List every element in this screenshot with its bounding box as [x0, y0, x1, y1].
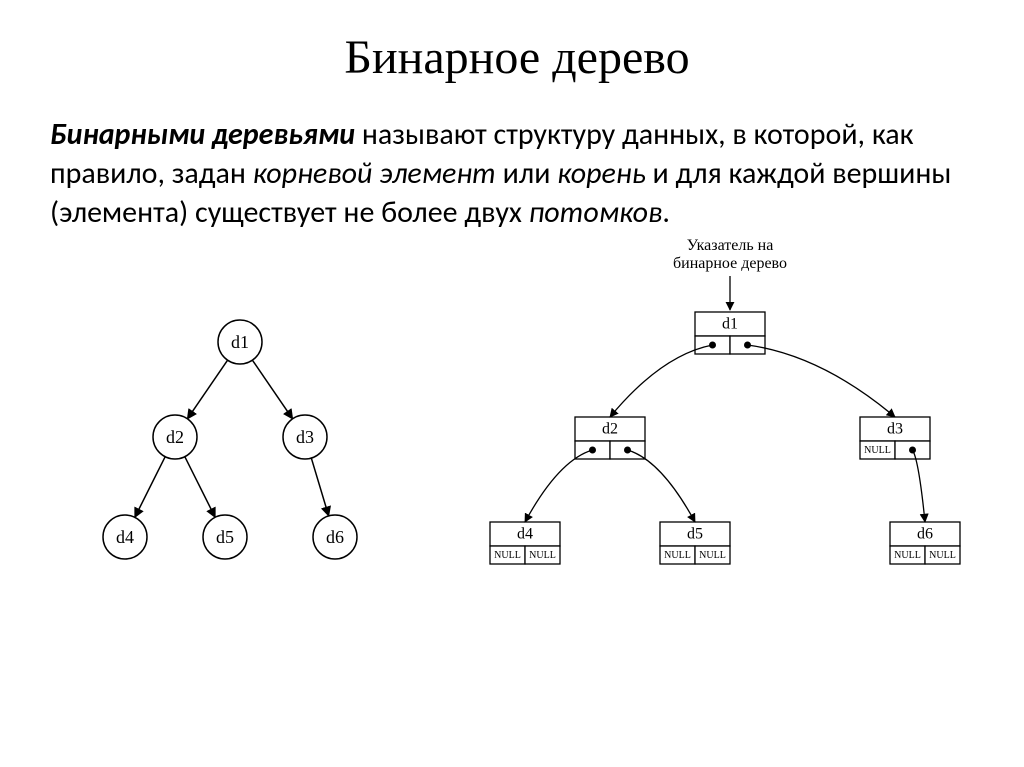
pointer-tree-diagram: Указатель набинарное дерево d1 d2 d3 NULL d4 N… — [430, 232, 1010, 592]
ptr-node-d5: d5 NULL NULL — [660, 522, 730, 564]
null-label: NULL — [529, 550, 556, 561]
root-pointer-caption: бинарное дерево — [673, 255, 787, 272]
term-descendants: потомков — [529, 194, 663, 231]
tree-edge — [185, 457, 215, 518]
tree-node-label: d2 — [166, 427, 184, 447]
ptr-node-d1: d1 — [695, 312, 765, 354]
ptr-edge — [628, 450, 696, 522]
tree-node-label: d6 — [326, 527, 344, 547]
diagrams-area: d1d2d3d4d5d6 Указатель набинарное дерево… — [50, 252, 984, 612]
ptr-node-label: d1 — [722, 316, 738, 333]
null-label: NULL — [894, 550, 921, 561]
simple-tree-diagram: d1 d2 d3 d4 d5 d6 — [70, 272, 400, 592]
root-pointer-caption: Указатель на — [687, 237, 774, 254]
tree-edge — [187, 360, 227, 419]
tree-node-label: d5 — [216, 527, 234, 547]
ptr-edge — [913, 450, 926, 522]
term-root-element: корневой элемент — [253, 155, 496, 192]
ptr-edge — [610, 345, 713, 417]
tree-node-label: d1 — [231, 332, 249, 352]
null-label: NULL — [494, 550, 521, 561]
ptr-node-label: d3 — [887, 421, 903, 438]
ptr-node-d6: d6 NULL NULL — [890, 522, 960, 564]
slide: Бинарное дерево Бинарными деревьями назы… — [0, 0, 1024, 767]
tree-edge — [135, 457, 165, 518]
tree-edge — [311, 458, 328, 516]
tree-edge — [252, 360, 292, 419]
definition-paragraph: Бинарными деревьями называют структуру д… — [50, 115, 984, 232]
null-label: NULL — [664, 550, 691, 561]
tree-node-label: d4 — [116, 527, 134, 547]
ptr-node-d4: d4 NULL NULL — [490, 522, 560, 564]
ptr-node-label: d6 — [917, 526, 933, 543]
ptr-edge — [748, 345, 896, 417]
ptr-node-d3: d3 NULL — [860, 417, 930, 459]
ptr-node-label: d5 — [687, 526, 703, 543]
term-root: корень — [557, 155, 645, 192]
ptr-edge — [525, 450, 593, 522]
null-label: NULL — [929, 550, 956, 561]
ptr-node-label: d2 — [602, 421, 618, 438]
null-label: NULL — [864, 445, 891, 456]
page-title: Бинарное дерево — [50, 30, 984, 85]
null-label: NULL — [699, 550, 726, 561]
ptr-node-label: d4 — [517, 526, 533, 543]
term-binary-trees: Бинарными деревьями — [50, 116, 355, 153]
tree-node-label: d3 — [296, 427, 314, 447]
